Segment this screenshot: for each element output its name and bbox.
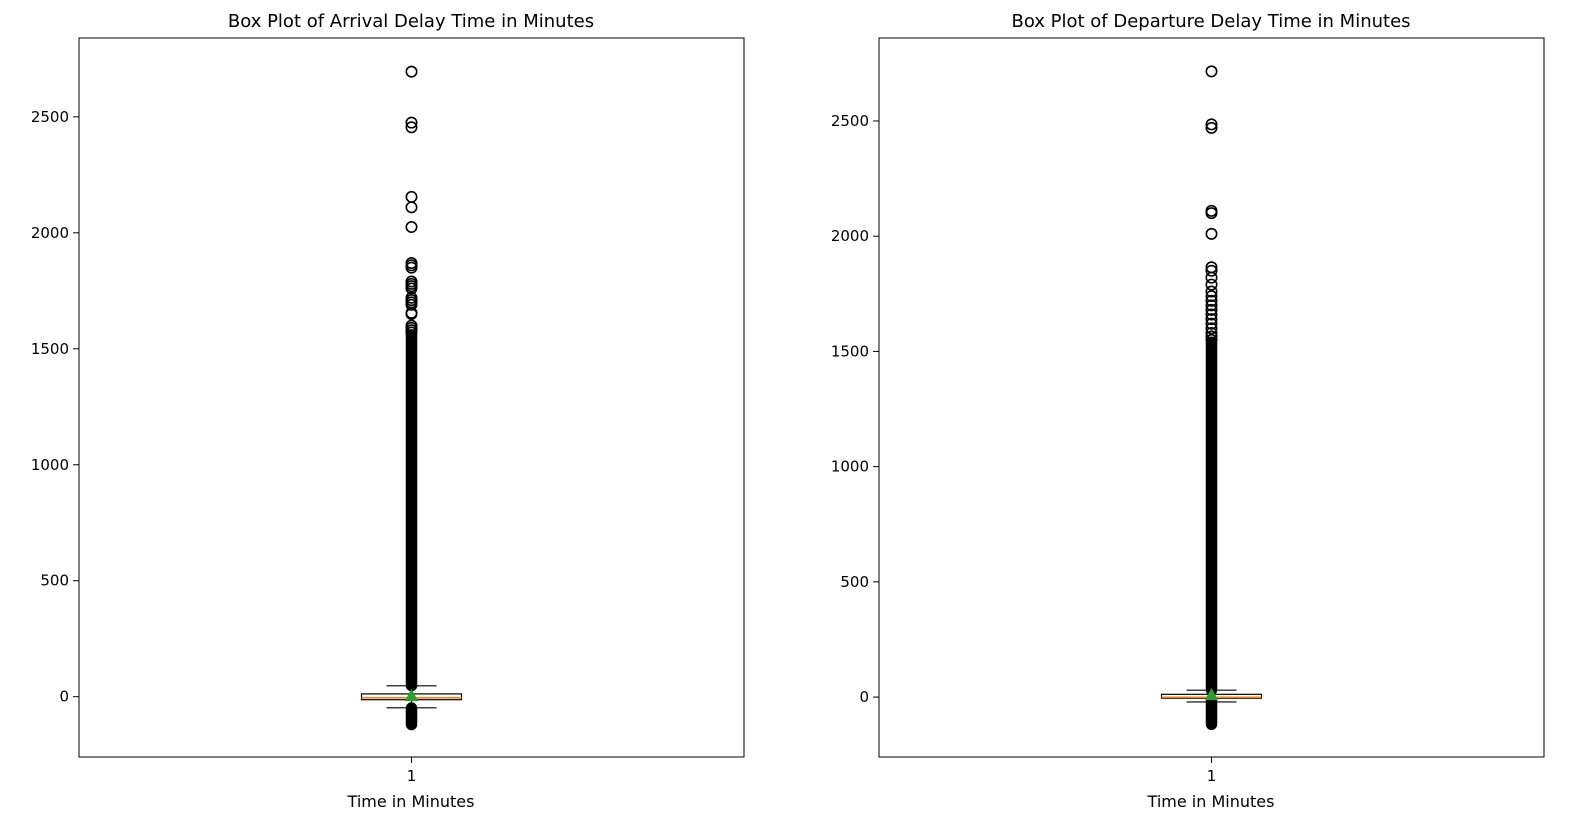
departure-outlier-point <box>1205 290 1218 303</box>
departure-x-tick-label: 1 <box>1207 767 1217 785</box>
arrival-y-tick-label: 2500 <box>31 108 69 126</box>
departure-x-axis: 1 <box>1207 757 1217 785</box>
arrival-x-axis: 1 <box>407 757 417 785</box>
departure-outlier-point <box>1205 303 1218 316</box>
departure-outlier-point <box>1205 294 1218 307</box>
departure-y-tick-label: 0 <box>859 688 869 706</box>
departure-outlier-point <box>1205 204 1218 217</box>
arrival-mean-marker <box>404 688 419 702</box>
arrival-outlier-point <box>405 319 418 332</box>
arrival-dense-outliers <box>405 329 418 692</box>
departure-y-tick-label: 2500 <box>831 112 869 130</box>
arrival-outlier-point <box>405 190 418 203</box>
departure-outlier-point <box>1205 65 1218 78</box>
departure-outlier-point <box>1205 261 1218 274</box>
departure-outlier-point <box>1205 313 1218 326</box>
departure-boxplot <box>1160 65 1263 731</box>
departure-y-axis: 0 500 1000 1500 2000 2500 <box>831 112 879 706</box>
departure-y-tick-label: 1000 <box>831 458 869 476</box>
departure-outlier-point <box>1205 278 1218 291</box>
arrival-boxplot <box>360 65 463 731</box>
departure-outlier-point <box>1205 308 1218 321</box>
arrival-x-tick-label: 1 <box>407 767 417 785</box>
arrival-outlier-point <box>405 201 418 214</box>
departure-mean-marker <box>1204 687 1219 701</box>
departure-y-tick-label: 1500 <box>831 342 869 360</box>
departure-outlier-point <box>1205 118 1218 131</box>
arrival-y-tick-label: 0 <box>59 688 69 706</box>
arrival-outlier-point <box>405 256 418 269</box>
arrival-x-axis-label: Time in Minutes <box>347 792 475 811</box>
departure-outlier-point <box>1205 322 1218 335</box>
departure-x-axis-label: Time in Minutes <box>1147 792 1275 811</box>
departure-outlier-point <box>1205 299 1218 312</box>
arrival-y-tick-label: 500 <box>40 572 69 590</box>
arrival-y-axis: 0 500 1000 1500 2000 2500 <box>31 108 79 706</box>
arrival-plot-frame <box>78 37 745 758</box>
departure-plot-frame <box>878 37 1545 758</box>
departure-y-tick-label: 500 <box>840 573 869 591</box>
arrival-chart-title: Box Plot of Arrival Delay Time in Minute… <box>228 11 594 32</box>
arrival-outlier-point <box>405 65 418 78</box>
departure-outlier-point <box>1205 317 1218 330</box>
departure-outlier-point <box>1205 285 1218 298</box>
arrival-outlier-point <box>405 116 418 129</box>
departure-outlier-point <box>1205 330 1218 343</box>
arrival-y-tick-label: 2000 <box>31 224 69 242</box>
departure-outlier-point <box>1205 326 1218 339</box>
departure-outlier-point <box>1205 227 1218 240</box>
arrival-outlier-point <box>405 291 418 304</box>
departure-y-tick-label: 2000 <box>831 227 869 245</box>
departure-outlier-point <box>1205 121 1218 134</box>
arrival-y-tick-label: 1000 <box>31 456 69 474</box>
arrival-outlier-point <box>405 221 418 234</box>
departure-outlier-point <box>1205 264 1218 277</box>
arrival-outlier-point <box>405 275 418 288</box>
departure-chart-title: Box Plot of Departure Delay Time in Minu… <box>1011 11 1410 32</box>
departure-delay-subplot: Box Plot of Departure Delay Time in Minu… <box>831 11 1545 811</box>
arrival-outlier-point <box>405 121 418 134</box>
arrival-delay-subplot: Box Plot of Arrival Delay Time in Minute… <box>31 11 745 811</box>
departure-outlier-point <box>1205 333 1218 346</box>
departure-dense-outliers <box>1205 336 1218 696</box>
arrival-y-tick-label: 1500 <box>31 340 69 358</box>
